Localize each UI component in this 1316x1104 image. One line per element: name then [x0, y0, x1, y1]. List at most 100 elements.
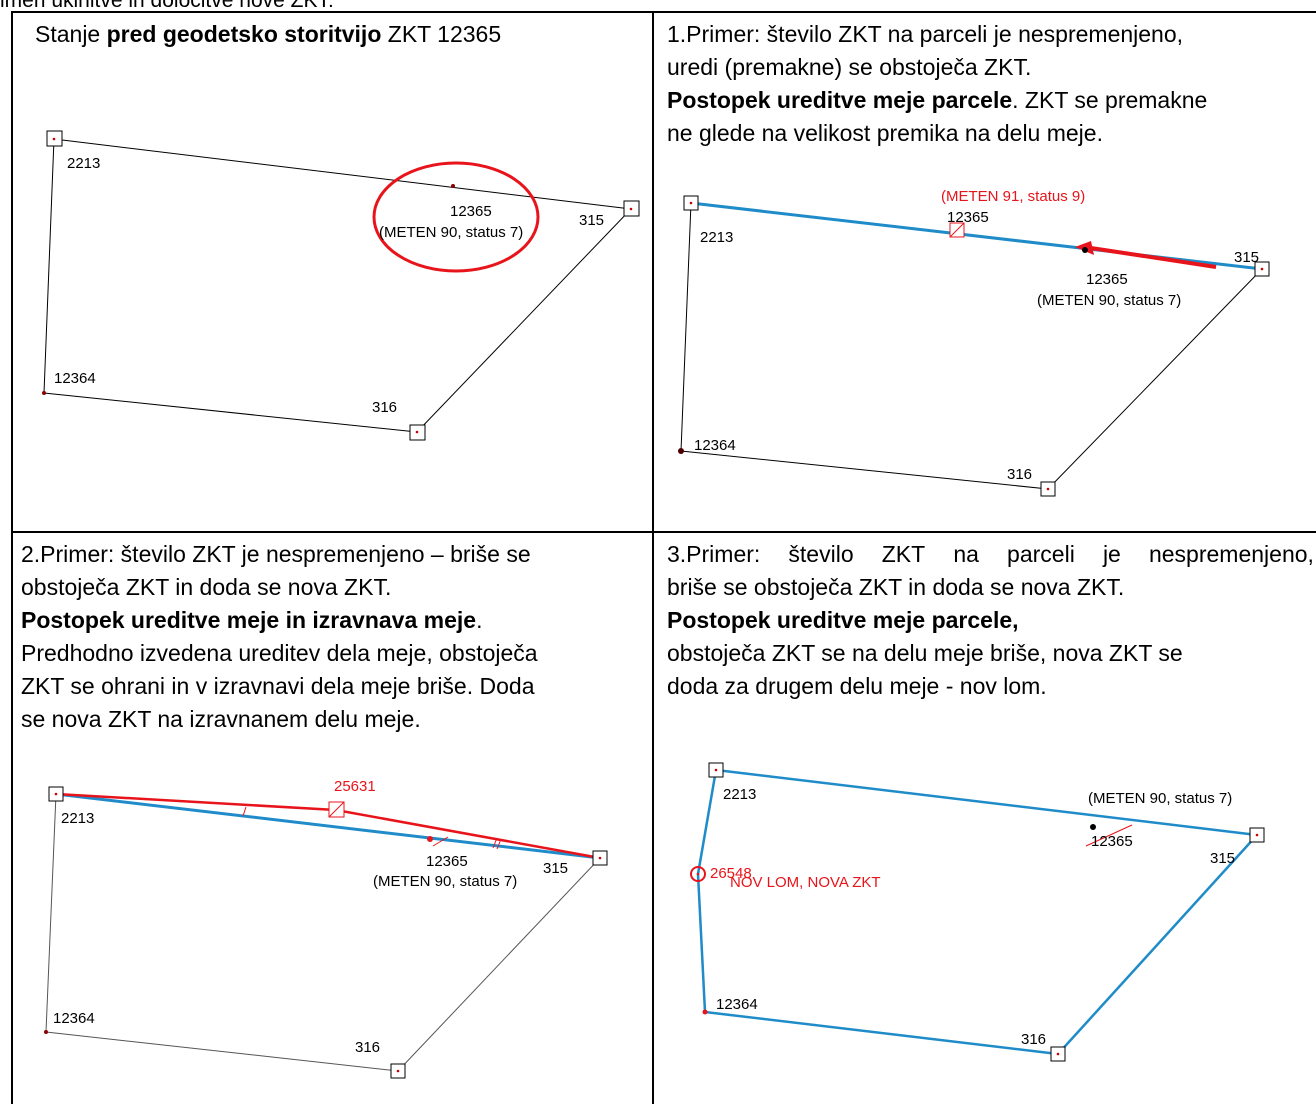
label-12365: 12365	[450, 203, 492, 220]
label-315: 315	[543, 860, 568, 877]
cell-title: Stanje pred geodetsko storitvijo ZKT 123…	[35, 18, 501, 51]
point-2213	[708, 762, 724, 778]
point-315	[623, 200, 640, 217]
point-315	[1249, 827, 1265, 843]
point-316	[1040, 481, 1056, 497]
point-2213	[683, 195, 699, 211]
deleted-point-mark	[1085, 824, 1133, 847]
text-line: 1.Primer: število ZKT na parceli je nesp…	[667, 21, 1184, 47]
example-1-text: 1.Primer: število ZKT na parceli je nesp…	[667, 18, 1307, 150]
move-arrow	[1090, 246, 1217, 269]
label-meten: (METEN 90, status 7)	[1088, 790, 1232, 807]
text-line: Postopek ureditve meje parcele,	[667, 604, 1314, 637]
old-point-12365	[427, 836, 433, 842]
word: 3.Primer:	[667, 541, 761, 567]
point-12364-marker	[678, 448, 684, 454]
point-316	[409, 424, 426, 441]
word: nespremenjeno,	[1148, 541, 1314, 567]
label-2213: 2213	[700, 229, 733, 246]
label-316: 316	[1021, 1031, 1046, 1048]
label-meten: (METEN 90, status 7)	[379, 224, 523, 241]
label-meten: (METEN 90, status 7)	[1037, 292, 1181, 309]
label-316: 316	[372, 399, 397, 416]
word: ZKT	[881, 541, 926, 567]
bold-procedure: Postopek ureditve meje in izravnava meje	[21, 607, 477, 633]
text-line: uredi (premakne) se obstoječa ZKT.	[667, 54, 1032, 80]
label-315: 315	[1234, 249, 1259, 266]
word: na	[953, 541, 979, 567]
label-315: 315	[579, 212, 604, 229]
point-2213	[46, 130, 63, 147]
word: parceli	[1007, 541, 1075, 567]
highlight-ellipse	[372, 161, 540, 273]
label-12364: 12364	[716, 996, 758, 1013]
text-line: obstoječa ZKT se na delu meje briše, nov…	[667, 640, 1183, 666]
table-border-left	[11, 11, 13, 1104]
bold-procedure: Postopek ureditve meje parcele,	[667, 607, 1019, 633]
table-border-top	[11, 11, 1316, 13]
text-line: doda za drugem delu meje - nov lom.	[667, 673, 1047, 699]
label-2213: 2213	[61, 810, 94, 827]
point-315	[1254, 261, 1270, 277]
label-12365-new: 12365	[947, 209, 989, 226]
label-2213: 2213	[67, 155, 100, 172]
text-line: ZKT se ohrani in v izravnavi dela meje b…	[21, 673, 535, 699]
text-fragment: . ZKT se premakne	[1012, 87, 1208, 113]
diagram-before: 2213 12365 (METEN 90, status 7) 315 1236…	[42, 130, 640, 441]
old-point-12365	[1082, 247, 1088, 253]
label-315: 315	[1210, 850, 1235, 867]
point-2213	[48, 786, 64, 802]
table-border-center	[652, 11, 654, 1104]
text-line: ne glede na velikost premika na delu mej…	[667, 120, 1103, 146]
point-12364-marker	[702, 1009, 708, 1015]
label-26548: 26548	[710, 865, 752, 882]
title-bold: pred geodetsko storitvijo	[106, 21, 382, 47]
point-12365-marker	[451, 184, 455, 188]
text-line: 3.Primer: število ZKT na parceli je nesp…	[667, 538, 1314, 571]
word: število	[788, 541, 854, 567]
point-315	[592, 850, 608, 866]
text-line: 2.Primer: število ZKT je nespremenjeno –…	[21, 541, 531, 567]
new-point-26548	[690, 866, 706, 882]
text-line: Postopek ureditve meje in izravnava meje…	[21, 604, 646, 637]
diagram-example-2: 25631 2213 12365 315 (METEN 90, status 7…	[44, 778, 608, 1079]
title-prefix: Stanje	[35, 21, 107, 47]
text-line: briše se obstoječa ZKT in doda se nova Z…	[667, 574, 1125, 600]
text-line: obstoječa ZKT in doda se nova ZKT.	[21, 574, 392, 600]
old-point-12365	[1090, 824, 1096, 830]
point-316	[390, 1063, 406, 1079]
label-nov-lom: NOV LOM, NOVA ZKT	[730, 874, 881, 891]
table-border-middle	[11, 531, 1316, 533]
diagram-example-3: 2213 (METEN 90, status 7) 12365 315 2654…	[690, 762, 1265, 1062]
bold-procedure: Postopek ureditve meje parcele	[667, 87, 1013, 113]
label-316: 316	[355, 1039, 380, 1056]
point-12364-marker	[44, 1030, 48, 1034]
label-2213: 2213	[723, 786, 756, 803]
cell-example-1: 1.Primer: število ZKT na parceli je nesp…	[654, 13, 1316, 531]
point-12364-marker	[42, 391, 46, 395]
title-suffix: ZKT 12365	[381, 21, 502, 47]
label-12365-old: 12365	[1086, 271, 1128, 288]
text-line: Postopek ureditve meje parcele. ZKT se p…	[667, 84, 1307, 117]
label-red-meten: (METEN 91, status 9)	[941, 188, 1085, 205]
word: je	[1102, 541, 1121, 567]
label-meten: (METEN 90, status 7)	[373, 873, 517, 890]
cell-example-3: 3.Primer: število ZKT na parceli je nesp…	[654, 533, 1316, 1104]
cell-example-2: 2.Primer: število ZKT je nespremenjeno –…	[13, 533, 652, 1104]
diagram-example-1: (METEN 91, status 9) 12365 2213 315 1236…	[678, 188, 1270, 497]
label-12364: 12364	[54, 370, 96, 387]
cell-before-state: Stanje pred geodetsko storitvijo ZKT 123…	[13, 13, 652, 531]
label-316: 316	[1007, 466, 1032, 483]
label-25631: 25631	[334, 778, 376, 795]
example-3-text: 3.Primer: število ZKT na parceli je nesp…	[667, 538, 1314, 703]
text-fragment: .	[476, 607, 483, 633]
top-text-fragment: imeri ukinitve in določitve nove ZKT:	[0, 0, 334, 12]
point-316	[1050, 1046, 1066, 1062]
label-12364: 12364	[694, 437, 736, 454]
example-2-text: 2.Primer: število ZKT je nespremenjeno –…	[21, 538, 646, 736]
label-12365: 12365	[1091, 833, 1133, 850]
text-line: Predhodno izvedena ureditev dela meje, o…	[21, 640, 538, 666]
label-12365: 12365	[426, 853, 468, 870]
text-line: se nova ZKT na izravnanem delu meje.	[21, 706, 421, 732]
label-12364: 12364	[53, 1010, 95, 1027]
